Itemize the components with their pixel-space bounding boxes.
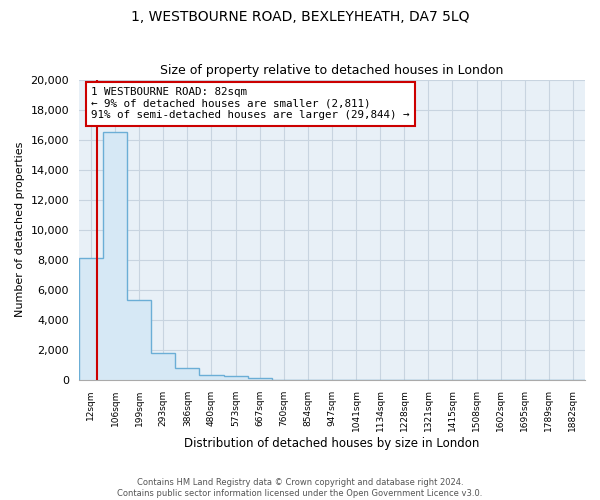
Text: 1 WESTBOURNE ROAD: 82sqm
← 9% of detached houses are smaller (2,811)
91% of semi: 1 WESTBOURNE ROAD: 82sqm ← 9% of detache… bbox=[91, 87, 409, 120]
Title: Size of property relative to detached houses in London: Size of property relative to detached ho… bbox=[160, 64, 503, 77]
Text: 1, WESTBOURNE ROAD, BEXLEYHEATH, DA7 5LQ: 1, WESTBOURNE ROAD, BEXLEYHEATH, DA7 5LQ bbox=[131, 10, 469, 24]
Text: Contains HM Land Registry data © Crown copyright and database right 2024.
Contai: Contains HM Land Registry data © Crown c… bbox=[118, 478, 482, 498]
X-axis label: Distribution of detached houses by size in London: Distribution of detached houses by size … bbox=[184, 437, 479, 450]
Y-axis label: Number of detached properties: Number of detached properties bbox=[15, 142, 25, 318]
